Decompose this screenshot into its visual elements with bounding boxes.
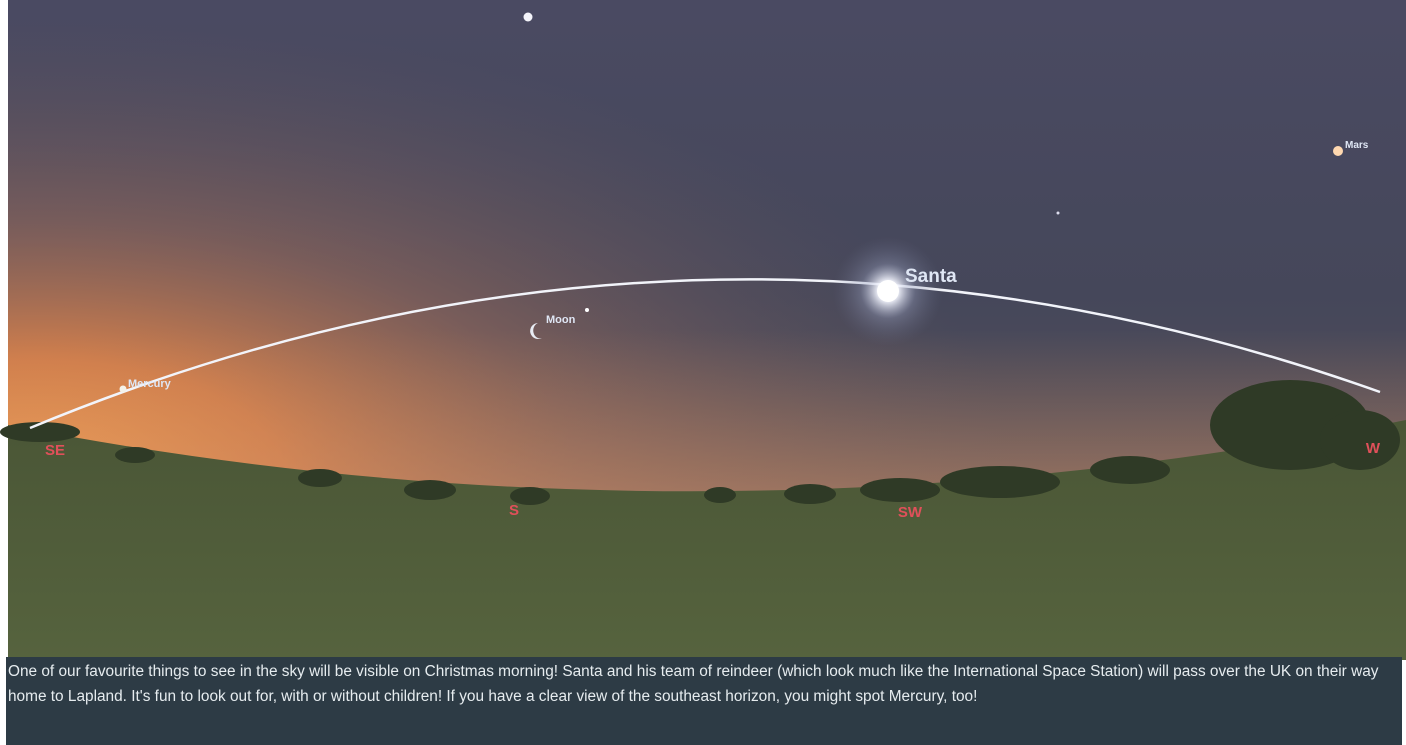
star <box>524 13 533 22</box>
compass-label: S <box>509 502 519 519</box>
page: Santa Moon Mercury Mars SE S SW W One of… <box>0 0 1406 745</box>
compass-label: SW <box>898 504 923 521</box>
santa-label: Santa <box>905 266 957 287</box>
caption: One of our favourite things to see in th… <box>6 657 1402 745</box>
santa-light <box>877 280 899 302</box>
sky-scene: Santa Moon Mercury Mars SE S SW W <box>0 0 1406 660</box>
mars-label: Mars <box>1345 140 1369 151</box>
compass-label: W <box>1366 440 1381 457</box>
mercury <box>120 386 127 393</box>
moon-label: Moon <box>546 314 576 326</box>
mars <box>1333 146 1343 156</box>
compass-label: SE <box>45 442 65 459</box>
star <box>1057 212 1060 215</box>
star <box>585 308 589 312</box>
mercury-label: Mercury <box>128 378 172 390</box>
